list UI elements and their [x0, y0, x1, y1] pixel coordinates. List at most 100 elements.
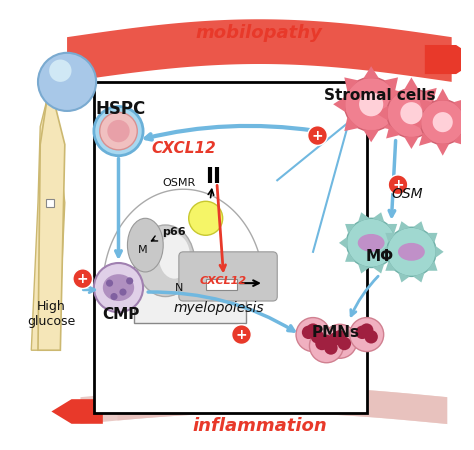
Text: N: N [175, 283, 183, 293]
Polygon shape [398, 221, 410, 231]
Circle shape [106, 279, 113, 287]
Circle shape [311, 330, 324, 343]
Text: Stromal cells: Stromal cells [324, 88, 436, 103]
Circle shape [232, 325, 251, 344]
Polygon shape [383, 77, 398, 92]
Circle shape [94, 263, 143, 312]
Text: p66: p66 [163, 227, 186, 237]
Polygon shape [373, 212, 384, 222]
Circle shape [324, 341, 337, 355]
Polygon shape [423, 88, 437, 102]
Text: +: + [312, 129, 323, 143]
Text: OSM: OSM [391, 187, 423, 201]
Text: inflammation: inflammation [192, 417, 327, 435]
Polygon shape [413, 221, 425, 231]
Text: M: M [138, 245, 148, 255]
Circle shape [320, 334, 333, 348]
Polygon shape [379, 246, 388, 258]
Polygon shape [385, 233, 396, 243]
Polygon shape [333, 96, 346, 112]
Circle shape [350, 318, 383, 351]
Circle shape [401, 102, 422, 124]
Polygon shape [413, 273, 425, 283]
Circle shape [296, 318, 330, 351]
Ellipse shape [103, 274, 134, 301]
Polygon shape [373, 264, 384, 274]
Text: MΦ: MΦ [366, 249, 394, 264]
Polygon shape [397, 96, 409, 112]
Polygon shape [363, 130, 379, 142]
Polygon shape [427, 233, 438, 243]
Polygon shape [398, 273, 410, 283]
Circle shape [49, 59, 72, 82]
Circle shape [346, 218, 396, 267]
Polygon shape [436, 144, 449, 156]
Ellipse shape [358, 234, 384, 252]
Ellipse shape [128, 218, 163, 272]
Polygon shape [395, 237, 403, 249]
Circle shape [306, 324, 320, 337]
Text: +: + [236, 328, 247, 342]
Polygon shape [409, 116, 421, 129]
Circle shape [360, 324, 374, 337]
Text: CXCL12: CXCL12 [200, 276, 247, 286]
Text: myelopoiesis: myelopoiesis [174, 301, 264, 315]
Polygon shape [435, 246, 444, 258]
Polygon shape [419, 99, 432, 112]
Text: CMP: CMP [102, 307, 139, 322]
Ellipse shape [137, 225, 194, 297]
Polygon shape [31, 100, 65, 350]
Polygon shape [345, 224, 356, 234]
Circle shape [308, 126, 328, 145]
Polygon shape [363, 66, 379, 79]
FancyArrow shape [51, 399, 103, 424]
Polygon shape [358, 264, 370, 274]
Circle shape [388, 175, 408, 194]
Text: +: + [392, 178, 404, 192]
Ellipse shape [398, 243, 425, 261]
Polygon shape [345, 252, 356, 262]
Polygon shape [386, 125, 400, 139]
Polygon shape [339, 237, 347, 249]
Polygon shape [387, 224, 397, 234]
Circle shape [365, 330, 378, 343]
Text: HSPC: HSPC [96, 100, 146, 118]
Text: CXCL12: CXCL12 [151, 141, 216, 157]
Circle shape [433, 112, 453, 132]
Circle shape [94, 107, 143, 156]
Circle shape [356, 326, 369, 339]
Circle shape [73, 269, 92, 288]
Circle shape [337, 337, 351, 350]
Polygon shape [386, 88, 400, 102]
Bar [134, 261, 246, 324]
Text: PMNs: PMNs [311, 325, 359, 340]
Circle shape [359, 92, 383, 116]
Text: OSMR: OSMR [162, 177, 195, 188]
Circle shape [387, 89, 436, 138]
Circle shape [119, 288, 127, 296]
Circle shape [328, 333, 342, 346]
Bar [206, 279, 237, 290]
Polygon shape [81, 386, 447, 424]
Ellipse shape [159, 234, 190, 279]
Circle shape [107, 120, 130, 142]
Circle shape [387, 227, 436, 276]
Circle shape [323, 324, 357, 358]
Bar [94, 82, 367, 413]
Polygon shape [344, 117, 359, 131]
Text: +: + [77, 272, 89, 286]
Circle shape [126, 277, 133, 284]
Circle shape [110, 293, 118, 300]
Polygon shape [344, 77, 359, 92]
Polygon shape [453, 133, 466, 146]
Circle shape [189, 201, 223, 235]
Polygon shape [435, 106, 447, 121]
Polygon shape [38, 100, 65, 350]
Circle shape [420, 100, 465, 144]
Polygon shape [419, 133, 432, 146]
Polygon shape [464, 116, 474, 129]
Polygon shape [404, 77, 419, 90]
Circle shape [38, 53, 96, 111]
Polygon shape [423, 125, 437, 139]
Polygon shape [404, 137, 419, 149]
